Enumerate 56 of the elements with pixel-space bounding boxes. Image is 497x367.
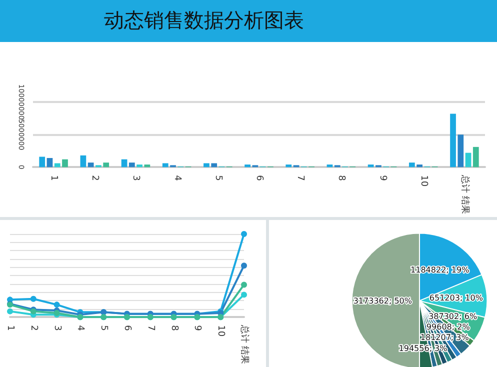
bar: [46, 158, 53, 168]
x-tick-label: 2: [90, 175, 100, 181]
point: [30, 296, 36, 302]
bar: [368, 164, 374, 168]
point: [241, 262, 247, 269]
x-tick-label: 5: [212, 175, 223, 181]
x-tick-label: 6: [122, 325, 132, 332]
bar: [144, 164, 150, 168]
bar: [408, 162, 415, 168]
data-label: 651203; 10%: [429, 294, 484, 303]
x-tick-label: 4: [172, 175, 182, 182]
bar: [326, 164, 333, 168]
bar: [286, 164, 292, 168]
x-tick-label: 10: [418, 175, 428, 187]
x-tick-label: 8: [168, 325, 179, 332]
x-tick-label: 4: [75, 325, 86, 332]
x-tick-label: 9: [377, 175, 388, 182]
x-tick-label: 7: [145, 325, 156, 331]
x-tick-label: 1: [5, 325, 15, 331]
x-tick-label: 5: [98, 325, 109, 331]
bar: [136, 164, 142, 168]
bar: [458, 134, 464, 168]
x-tick-label: 10: [216, 325, 226, 337]
bar: [62, 159, 68, 168]
x-tick-label: 6: [254, 175, 264, 182]
bar: [472, 146, 479, 168]
point: [7, 308, 13, 314]
bar: [39, 156, 46, 168]
chart-title: 动态销售数据分析图表: [104, 7, 304, 34]
x-tick-label: 3: [52, 325, 62, 331]
bar: [54, 163, 60, 168]
x-tick-label: 2: [28, 325, 38, 331]
bar: [162, 163, 168, 168]
bar: [88, 162, 94, 168]
bar: [103, 162, 110, 168]
x-tick-label: 8: [336, 175, 346, 182]
bar: [450, 114, 456, 168]
bar: [80, 155, 86, 168]
bar: [121, 159, 128, 168]
bar: [128, 162, 135, 168]
x-tick-label: 7: [295, 175, 306, 181]
x-tick-label: 3: [130, 175, 141, 181]
bar: [244, 164, 250, 168]
point: [54, 302, 60, 308]
point: [241, 282, 247, 288]
bar: [211, 163, 218, 168]
x-tick-label: 总计 结果: [239, 324, 250, 364]
point: [241, 292, 247, 298]
data-label: 3173362; 50%: [353, 296, 412, 306]
bar: [465, 152, 472, 168]
bar: [416, 164, 422, 168]
x-tick-label: 9: [192, 325, 202, 332]
x-tick-label: 总计 结果: [459, 174, 470, 214]
x-tick-label: 1: [48, 175, 59, 181]
point: [241, 231, 247, 237]
bar: [204, 163, 210, 168]
